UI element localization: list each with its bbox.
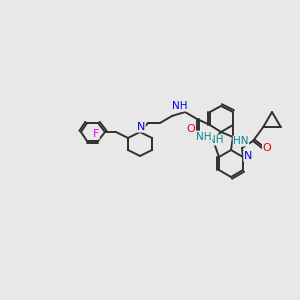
- Text: F: F: [93, 129, 99, 139]
- Text: HN: HN: [233, 136, 249, 146]
- Text: NH: NH: [208, 135, 224, 145]
- Text: NH: NH: [196, 132, 212, 142]
- Text: NH: NH: [172, 101, 188, 111]
- Text: O: O: [262, 143, 272, 153]
- Text: N: N: [244, 151, 252, 161]
- Text: N: N: [137, 122, 145, 132]
- Text: O: O: [187, 124, 195, 134]
